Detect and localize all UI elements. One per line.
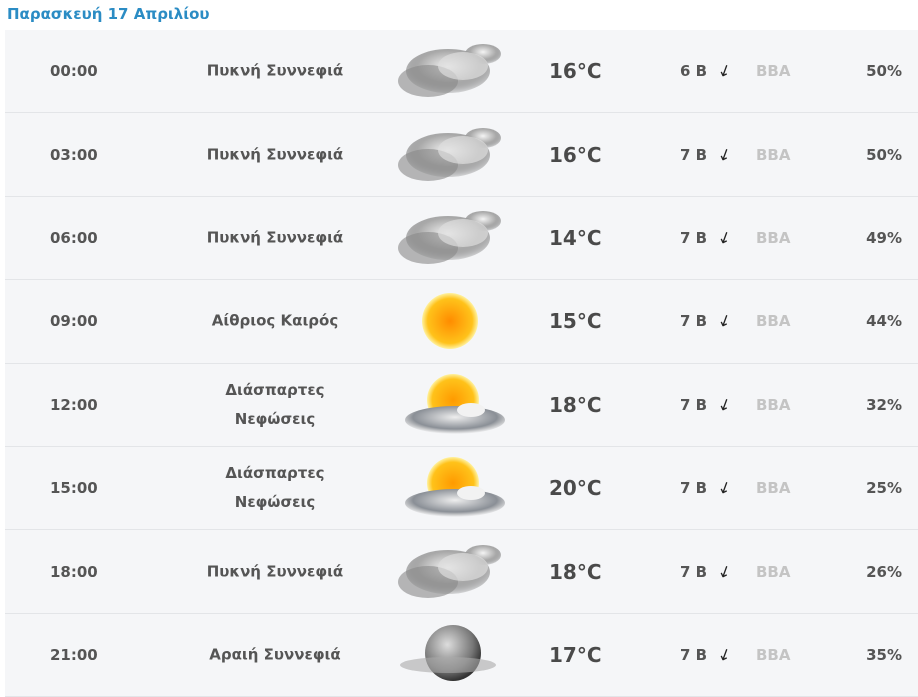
wind-speed: 7 Β — [680, 145, 708, 164]
humidity: 25% — [866, 479, 902, 498]
wind-speed: 7 Β — [680, 228, 708, 247]
forecast-row: 15:00 Διάσπαρτες Νεφώσεις 20°C 7 Β ↓ ΒΒΑ… — [5, 446, 918, 531]
forecast-row: 09:00 Αίθριος Καιρός 15°C 7 Β ↓ ΒΒΑ 44% — [5, 280, 918, 364]
wind-arrow-icon: ↓ — [715, 393, 735, 416]
wind-arrow-icon: ↓ — [715, 476, 735, 500]
condition: Διάσπαρτες Νεφώσεις — [225, 464, 325, 512]
forecast-row: 06:00 Πυκνή Συννεφιά 14°C 7 Β ↓ ΒΒΑ 49% — [5, 196, 918, 281]
cloudy-icon — [393, 203, 508, 273]
time: 03:00 — [50, 145, 98, 164]
forecast-row: 00:00 Πυκνή Συννεφιά 16°C 6 Β ↓ ΒΒΑ 50% — [5, 30, 918, 114]
temperature: 16°C — [549, 142, 602, 167]
wind-direction: ΒΒΑ — [756, 312, 791, 331]
wind-direction: ΒΒΑ — [756, 562, 791, 581]
humidity: 32% — [866, 395, 902, 414]
wind-speed: 7 Β — [680, 312, 708, 331]
condition: Πυκνή Συννεφιά — [206, 145, 344, 164]
wind-speed: 7 Β — [680, 562, 708, 581]
wind-direction: ΒΒΑ — [756, 145, 791, 164]
humidity: 44% — [866, 312, 902, 331]
condition: Πυκνή Συννεφιά — [206, 562, 344, 581]
humidity: 50% — [866, 62, 902, 81]
wind-speed: 6 Β — [680, 62, 708, 81]
wind-speed: 7 Β — [680, 645, 708, 664]
wind-arrow-icon: ↓ — [715, 143, 735, 166]
wind-speed: 7 Β — [680, 395, 708, 414]
time: 09:00 — [50, 312, 98, 331]
temperature: 16°C — [549, 59, 602, 84]
temperature: 14°C — [549, 225, 602, 250]
time: 21:00 — [50, 645, 98, 664]
wind-arrow-icon: ↓ — [715, 59, 735, 83]
wind-arrow-icon: ↓ — [715, 310, 735, 333]
time: 00:00 — [50, 62, 98, 81]
wind-speed: 7 Β — [680, 479, 708, 498]
temperature: 15°C — [549, 309, 602, 334]
time: 12:00 — [50, 395, 98, 414]
page-title: Παρασκευή 17 Απριλίου — [7, 5, 210, 23]
wind-direction: ΒΒΑ — [756, 479, 791, 498]
temperature: 20°C — [549, 476, 602, 501]
condition: Πυκνή Συννεφιά — [206, 61, 344, 80]
condition: Διάσπαρτες Νεφώσεις — [225, 380, 325, 428]
time: 15:00 — [50, 479, 98, 498]
moon-cloud-icon — [393, 620, 508, 690]
time: 06:00 — [50, 228, 98, 247]
wind-arrow-icon: ↓ — [715, 643, 735, 667]
partly-cloudy-icon — [393, 453, 508, 523]
time: 18:00 — [50, 562, 98, 581]
wind-direction: ΒΒΑ — [756, 62, 791, 81]
humidity: 49% — [866, 228, 902, 247]
forecast-row: 03:00 Πυκνή Συννεφιά 16°C 7 Β ↓ ΒΒΑ 50% — [5, 113, 918, 197]
condition: Πυκνή Συννεφιά — [206, 228, 344, 247]
wind-direction: ΒΒΑ — [756, 645, 791, 664]
condition: Αραιή Συννεφιά — [209, 645, 341, 664]
temperature: 18°C — [549, 559, 602, 584]
wind-arrow-icon: ↓ — [715, 560, 735, 583]
temperature: 17°C — [549, 642, 602, 667]
cloudy-icon — [393, 36, 508, 106]
humidity: 35% — [866, 645, 902, 664]
humidity: 26% — [866, 562, 902, 581]
forecast-row: 12:00 Διάσπαρτες Νεφώσεις 18°C 7 Β ↓ ΒΒΑ… — [5, 363, 918, 447]
condition: Αίθριος Καιρός — [211, 311, 339, 330]
partly-cloudy-icon — [393, 370, 508, 440]
forecast-row: 21:00 Αραιή Συννεφιά 17°C 7 Β ↓ ΒΒΑ 35% — [5, 613, 918, 697]
sun-icon — [393, 286, 508, 356]
forecast-row: 18:00 Πυκνή Συννεφιά 18°C 7 Β ↓ ΒΒΑ 26% — [5, 530, 918, 614]
forecast-table: 00:00 Πυκνή Συννεφιά 16°C 6 Β ↓ ΒΒΑ 50% 0… — [5, 30, 918, 697]
humidity: 50% — [866, 145, 902, 164]
cloudy-icon — [393, 120, 508, 190]
temperature: 18°C — [549, 392, 602, 417]
cloudy-icon — [393, 537, 508, 607]
wind-arrow-icon: ↓ — [715, 226, 735, 250]
wind-direction: ΒΒΑ — [756, 395, 791, 414]
wind-direction: ΒΒΑ — [756, 228, 791, 247]
